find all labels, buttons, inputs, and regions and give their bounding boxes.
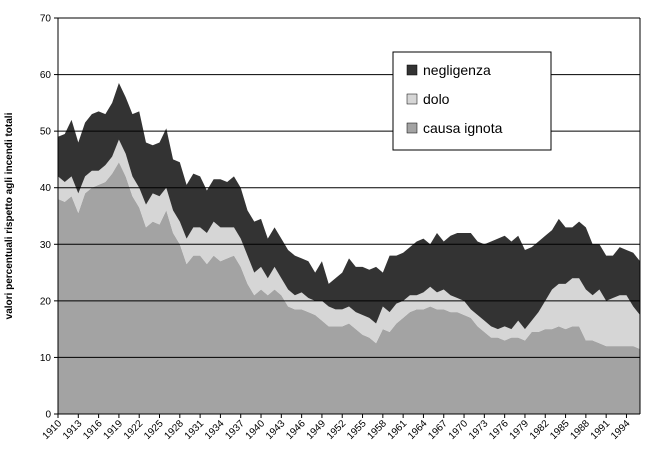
x-tick-label: 1982 [528, 418, 552, 442]
x-tick-label: 1925 [142, 418, 166, 442]
x-tick-label: 1931 [183, 418, 207, 442]
legend-swatch [406, 93, 418, 105]
x-tick-label: 1979 [508, 418, 532, 442]
x-tick-label: 1976 [487, 418, 511, 442]
area [58, 139, 640, 349]
y-tick-label: 30 [40, 240, 52, 251]
x-tick-label: 1916 [81, 418, 105, 442]
legend-label: dolo [423, 91, 450, 107]
x-tick-label: 1937 [223, 418, 247, 442]
x-tick-label: 1928 [162, 418, 186, 442]
x-tick-label: 1994 [609, 418, 633, 442]
x-tick-label: 1967 [426, 418, 450, 442]
x-tick-label: 1943 [264, 418, 288, 442]
x-tick-label: 1961 [386, 418, 410, 442]
y-tick-label: 40 [40, 183, 52, 194]
legend-label: negligenza [423, 62, 491, 78]
y-tick-label: 70 [40, 14, 52, 25]
y-tick-label: 0 [45, 410, 51, 421]
x-tick-label: 1958 [365, 418, 389, 442]
y-axis-label: valori percentuali rispetto agli incendi… [4, 112, 15, 319]
y-tick-label: 60 [40, 70, 52, 81]
legend-swatch [406, 122, 418, 134]
x-tick-label: 1955 [345, 418, 369, 442]
legend-box [392, 51, 552, 151]
x-tick-label: 1970 [447, 418, 471, 442]
x-tick-label: 1934 [203, 418, 227, 442]
y-tick-label: 20 [40, 296, 52, 307]
x-tick-label: 1919 [102, 418, 126, 442]
x-tick-label: 1991 [589, 418, 613, 442]
area [58, 83, 640, 330]
x-tick-label: 1910 [41, 418, 65, 442]
y-tick-label: 10 [40, 353, 52, 364]
legend-label: causa ignota [423, 120, 503, 136]
y-tick-label: 50 [40, 127, 52, 138]
x-tick-label: 1949 [305, 418, 329, 442]
x-tick-label: 1940 [244, 418, 268, 442]
x-tick-label: 1952 [325, 418, 349, 442]
area [58, 162, 640, 414]
legend-swatch [406, 64, 418, 76]
x-tick-label: 1985 [548, 418, 572, 442]
x-tick-label: 1964 [406, 418, 430, 442]
x-tick-label: 1946 [284, 418, 308, 442]
x-tick-label: 1988 [568, 418, 592, 442]
x-tick-label: 1922 [122, 418, 146, 442]
x-tick-label: 1973 [467, 418, 491, 442]
x-tick-label: 1913 [61, 418, 85, 442]
